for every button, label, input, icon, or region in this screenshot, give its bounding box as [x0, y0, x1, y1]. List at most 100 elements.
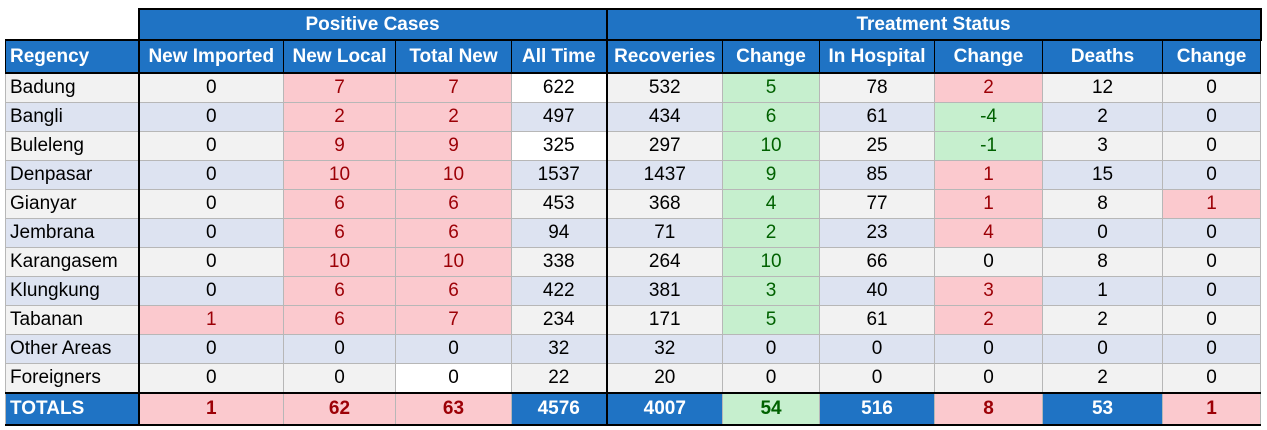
table-cell: 77 — [819, 189, 936, 219]
table-cell: 0 — [1162, 102, 1262, 132]
table-cell: -4 — [934, 102, 1044, 132]
table-cell: 0 — [934, 363, 1044, 394]
table-cell: 6 — [283, 189, 396, 219]
table-cell: 0 — [138, 276, 284, 306]
table-cell: 1 — [138, 305, 284, 335]
table-cell: 2 — [1042, 102, 1164, 132]
table-cell: 0 — [138, 363, 284, 394]
table-cell: 381 — [606, 276, 724, 306]
table-cell: 434 — [606, 102, 724, 132]
table-cell: 532 — [606, 72, 724, 103]
totals-cell: 4007 — [606, 392, 724, 426]
table-cell: 422 — [510, 276, 608, 306]
table-cell: 40 — [819, 276, 936, 306]
table-cell: 32 — [606, 334, 724, 364]
table-row: Foreigners 0 0 0 22 20 0 0 0 2 0 — [5, 363, 1262, 394]
table-cell: 0 — [1162, 334, 1262, 364]
table-cell: 0 — [934, 247, 1044, 277]
table-cell: 4 — [722, 189, 821, 219]
totals-cell: 1 — [138, 392, 284, 426]
totals-cell: 8 — [934, 392, 1044, 426]
table-cell: 1 — [934, 160, 1044, 190]
table-row: Jembrana 0 6 6 94 71 2 23 4 0 0 — [5, 218, 1262, 248]
totals-cell: 4576 — [510, 392, 608, 426]
table-cell: 5 — [722, 72, 821, 103]
table-row: Badung 0 7 7 622 532 5 78 2 12 0 — [5, 72, 1262, 103]
table-cell: 0 — [1162, 218, 1262, 248]
table-cell: 1437 — [606, 160, 724, 190]
regency-name: Badung — [5, 72, 140, 103]
table-cell: 3 — [1042, 131, 1164, 161]
table-cell: 0 — [138, 102, 284, 132]
table-cell: 71 — [606, 218, 724, 248]
table-cell: 10 — [283, 247, 396, 277]
table-cell: 0 — [1162, 72, 1262, 103]
table-cell: 12 — [1042, 72, 1164, 103]
column-header: Change — [1162, 39, 1262, 74]
table-cell: 0 — [283, 363, 396, 394]
table-cell: 264 — [606, 247, 724, 277]
table-cell: 2 — [395, 102, 512, 132]
column-header: New Local — [283, 39, 396, 74]
table-cell: 2 — [283, 102, 396, 132]
table-cell: 3 — [934, 276, 1044, 306]
table-cell: 5 — [722, 305, 821, 335]
table-cell: 7 — [395, 305, 512, 335]
table-cell: 22 — [510, 363, 608, 394]
table-cell: 0 — [722, 334, 821, 364]
header-blank — [5, 9, 140, 41]
table-cell: 4 — [934, 218, 1044, 248]
table-cell: 9 — [722, 160, 821, 190]
table-cell: 0 — [722, 363, 821, 394]
regency-name: Gianyar — [5, 189, 140, 219]
table-cell: 7 — [283, 72, 396, 103]
totals-cell: 516 — [819, 392, 936, 426]
regency-name: Jembrana — [5, 218, 140, 248]
group-treatment-status: Treatment Status — [605, 8, 1262, 41]
table-cell: 0 — [1162, 247, 1262, 277]
totals-cell: 1 — [1162, 392, 1262, 426]
table-cell: 325 — [510, 131, 608, 161]
table-cell: 0 — [138, 131, 284, 161]
table-cell: 7 — [395, 72, 512, 103]
table-cell: 6 — [722, 102, 821, 132]
table-cell: 85 — [819, 160, 936, 190]
table-row: Buleleng 0 9 9 325 297 10 25 -1 3 0 — [5, 131, 1262, 161]
table-cell: 10 — [395, 160, 512, 190]
table-cell: 171 — [606, 305, 724, 335]
table-cell: 0 — [1042, 334, 1164, 364]
table-cell: 0 — [395, 334, 512, 364]
table-cell: 10 — [283, 160, 396, 190]
column-header: Recoveries — [606, 39, 724, 74]
table-cell: 25 — [819, 131, 936, 161]
totals-cell: 53 — [1042, 392, 1164, 426]
table-cell: 1 — [1042, 276, 1164, 306]
regency-name: Karangasem — [5, 247, 140, 277]
table-cell: 0 — [934, 334, 1044, 364]
totals-cell: 63 — [395, 392, 512, 426]
table-cell: -1 — [934, 131, 1044, 161]
table-cell: 2 — [722, 218, 821, 248]
table-cell: 368 — [606, 189, 724, 219]
table-cell: 1 — [934, 189, 1044, 219]
table-cell: 0 — [138, 334, 284, 364]
table-cell: 622 — [510, 72, 608, 103]
table-cell: 0 — [138, 160, 284, 190]
regency-name: Other Areas — [5, 334, 140, 364]
table-cell: 61 — [819, 102, 936, 132]
table-cell: 0 — [283, 334, 396, 364]
totals-label: TOTALS — [5, 392, 140, 426]
table-cell: 23 — [819, 218, 936, 248]
table-cell: 0 — [819, 334, 936, 364]
table-cell: 2 — [934, 305, 1044, 335]
table-cell: 2 — [1042, 363, 1164, 394]
table-row: Gianyar 0 6 6 453 368 4 77 1 8 1 — [5, 189, 1262, 219]
column-header: Change — [934, 39, 1044, 74]
totals-row: TOTALS 1 62 63 4576 4007 54 516 8 53 1 — [5, 392, 1262, 426]
table-cell: 10 — [722, 131, 821, 161]
regency-name: Tabanan — [5, 305, 140, 335]
column-header: All Time — [510, 39, 608, 74]
table-cell: 10 — [395, 247, 512, 277]
regency-name: Buleleng — [5, 131, 140, 161]
